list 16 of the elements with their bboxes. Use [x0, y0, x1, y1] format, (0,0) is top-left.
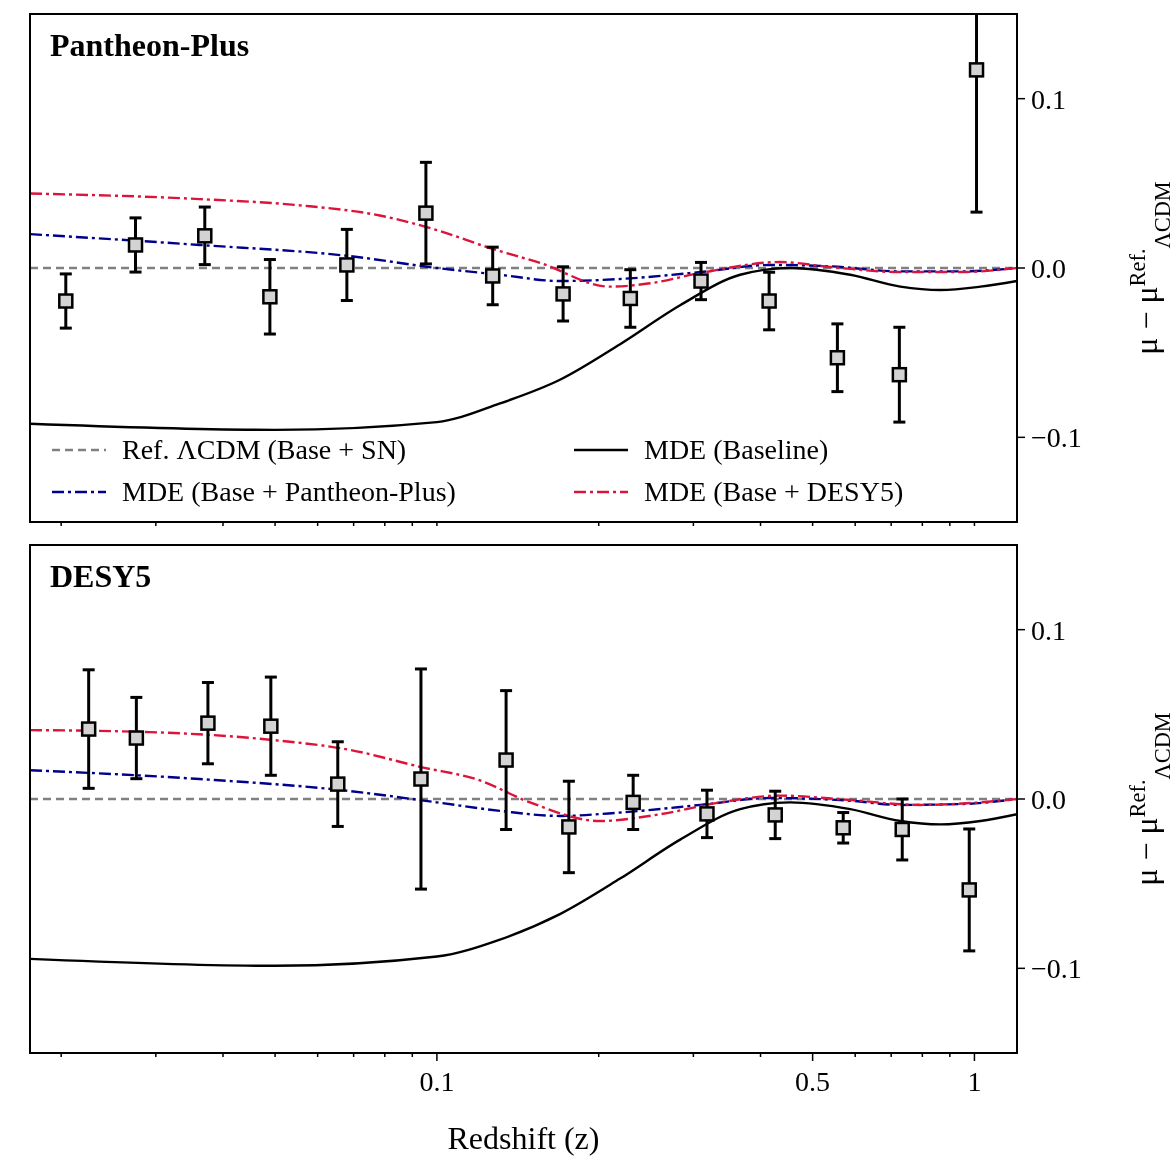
x-tick-label: 1	[967, 1066, 982, 1097]
legend-label: MDE (Base + Pantheon-Plus)	[122, 476, 456, 507]
x-axis-title: Redshift (z)	[447, 1120, 600, 1156]
x-tick-label: 0.1	[419, 1066, 455, 1097]
legend-label: MDE (Base + DESY5)	[644, 476, 904, 507]
y-tick-label: 0.0	[1031, 253, 1066, 284]
y-tick-label: −0.1	[1031, 422, 1082, 454]
y-tick-label: 0.0	[1031, 784, 1066, 815]
y-tick-label: 0.1	[1031, 614, 1066, 646]
x-tick-label: 0.5	[795, 1066, 831, 1097]
chart-title: DESY5	[50, 558, 152, 594]
chart-title: Pantheon-Plus	[50, 27, 250, 63]
legend-label: Ref. ΛCDM (Base + SN)	[122, 434, 407, 465]
y-tick-label: −0.1	[1031, 953, 1082, 985]
y-tick-label: 0.1	[1031, 83, 1066, 115]
legend-label: MDE (Baseline)	[644, 434, 829, 465]
